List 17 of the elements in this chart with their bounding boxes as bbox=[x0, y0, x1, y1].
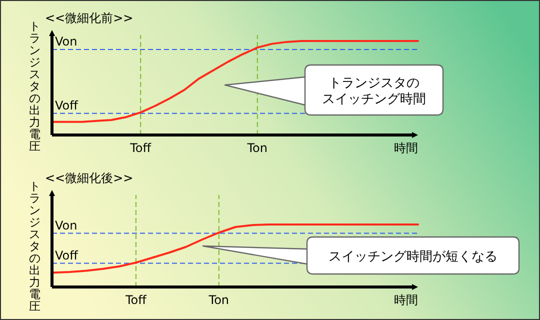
ref-line-label: Von bbox=[55, 218, 78, 232]
ref-line-label: Voff bbox=[55, 248, 79, 262]
ref-line-label: Von bbox=[55, 34, 78, 48]
x-tick-label: Toff bbox=[124, 293, 148, 307]
x-axis-title: 時間 bbox=[394, 293, 418, 307]
chart-title: <<微細化後>> bbox=[45, 171, 134, 185]
chart-title: <<微細化前>> bbox=[45, 11, 134, 25]
ref-line-label: Voff bbox=[55, 98, 79, 112]
x-tick-label: Toff bbox=[129, 141, 152, 155]
x-tick-label: Ton bbox=[246, 141, 268, 155]
text: トランジスタの出力電圧 bbox=[29, 19, 41, 153]
annotation: スイッチング時間が短くなる bbox=[328, 250, 498, 264]
text: トランジスタの出力電圧 bbox=[29, 179, 41, 313]
annotation: トランジスタの bbox=[328, 76, 420, 91]
annotation: スイッチング時間 bbox=[322, 92, 426, 107]
x-tick-label: Ton bbox=[208, 293, 230, 307]
x-axis-title: 時間 bbox=[394, 141, 418, 155]
